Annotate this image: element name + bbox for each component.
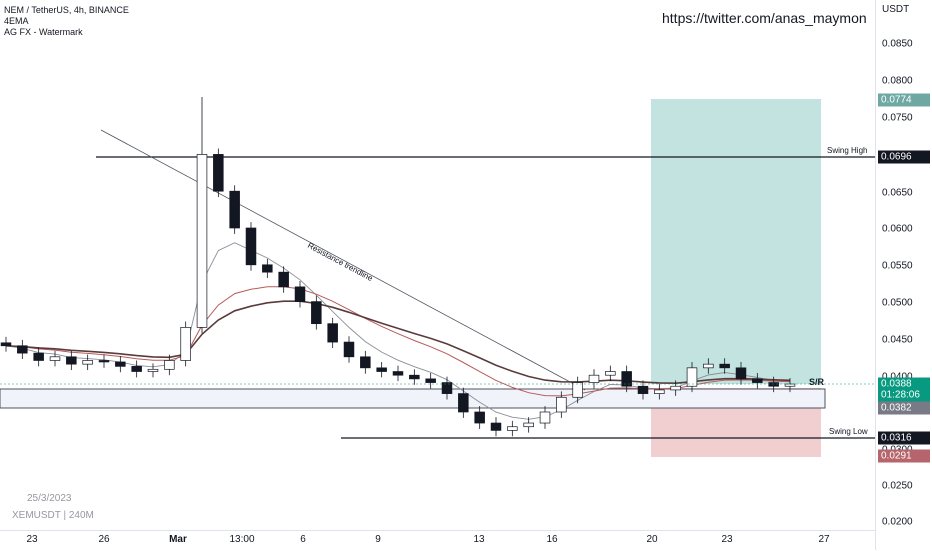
- candle-down: [474, 411, 485, 424]
- candle-up: [180, 327, 191, 361]
- candle-up: [784, 383, 796, 387]
- candle-down: [327, 323, 338, 343]
- time-tick: 20: [646, 534, 658, 545]
- candle-down: [311, 301, 322, 325]
- currency-label: USDT: [882, 4, 910, 15]
- price-tick-hidden: 0.0400: [882, 372, 913, 383]
- time-tick: 6: [300, 534, 306, 545]
- swing-high-label: Swing High: [827, 146, 867, 155]
- candle-down: [278, 271, 289, 288]
- time-tick: 23: [26, 534, 38, 545]
- candle-up: [539, 411, 551, 424]
- resistance-trendline[interactable]: [100, 129, 586, 391]
- price-tick: 0.0450: [882, 334, 913, 346]
- ema-mid-line: [5, 300, 791, 385]
- candle-down: [735, 367, 747, 380]
- target-price-tag: 0.0774: [878, 93, 930, 107]
- chart-legend: NEM / TetherUS, 4h, BINANCE 4EMA AG FX -…: [4, 5, 129, 38]
- time-tick: 13:00: [229, 534, 255, 545]
- candle-up: [605, 371, 616, 376]
- candlesticks: [0, 96, 796, 437]
- price-tick: 0.0800: [882, 75, 913, 87]
- price-tick: 0.0550: [882, 260, 913, 272]
- price-tick: 0.0850: [882, 38, 913, 50]
- swing-high-tag: 0.0696: [878, 150, 930, 164]
- candle-down: [262, 264, 273, 273]
- candle-down: [409, 374, 420, 380]
- candle-down: [768, 382, 779, 387]
- candle-down: [376, 367, 387, 372]
- price-tick: 0.0600: [882, 223, 913, 235]
- candle-down: [229, 190, 240, 229]
- candle-up: [507, 426, 518, 431]
- candle-down: [719, 363, 730, 369]
- candle-up: [164, 360, 175, 370]
- candle-up: [670, 385, 681, 391]
- candle-up: [196, 154, 208, 328]
- candle-down: [392, 371, 404, 376]
- target-zone: [651, 99, 821, 384]
- candle-up: [588, 374, 600, 383]
- price-chart[interactable]: Swing High Swing Low Resistance trendlin…: [0, 0, 875, 530]
- sr-zone: [0, 388, 826, 409]
- indicator-ema[interactable]: 4EMA: [4, 16, 29, 26]
- candle-down: [213, 154, 224, 192]
- candle-down: [245, 227, 257, 266]
- candle-down: [115, 361, 126, 367]
- time-tick: 26: [98, 534, 110, 545]
- candle-up: [523, 422, 534, 428]
- candle-down: [343, 341, 355, 358]
- swing-low-label: Swing Low: [829, 427, 868, 436]
- candle-down: [425, 378, 436, 383]
- candle-up: [147, 368, 159, 372]
- countdown-tag: 01:28:06: [878, 388, 930, 402]
- candle-up: [82, 360, 93, 365]
- watermark-date: 25/3/2023: [27, 493, 72, 504]
- time-tick: 23: [721, 534, 733, 545]
- candle-up: [703, 363, 714, 369]
- candle-down: [458, 393, 469, 413]
- candle-up: [654, 389, 665, 394]
- time-tick: 13: [473, 534, 485, 545]
- price-tick: 0.0650: [882, 187, 913, 199]
- time-tick: Mar: [169, 534, 187, 545]
- candle-down: [490, 422, 502, 431]
- candle-up: [572, 382, 583, 398]
- price-tick: 0.0200: [882, 516, 913, 528]
- time-axis[interactable]: 23 26 Mar 13:00 6 9 13 16 20 23 27: [0, 530, 875, 551]
- candle-down: [66, 356, 77, 365]
- candle-down: [441, 382, 453, 394]
- price-axis[interactable]: USDT 0.0850 0.0800 0.0750 0.0650 0.0600 …: [875, 0, 932, 550]
- swing-low-tag: 0.0316: [878, 431, 930, 445]
- stop-price-tag: 0.0291: [878, 449, 930, 463]
- candle-down: [131, 366, 142, 372]
- price-tick: 0.0500: [882, 297, 913, 309]
- candle-down: [0, 342, 12, 347]
- candle-up: [49, 356, 61, 361]
- price-tick: 0.0250: [882, 480, 913, 492]
- twitter-link[interactable]: https://twitter.com/anas_maymon: [662, 10, 867, 26]
- time-tick: 27: [818, 534, 830, 545]
- candle-down: [621, 371, 632, 387]
- time-tick: 9: [375, 534, 381, 545]
- sr-label: S/R: [809, 377, 825, 387]
- candle-down: [637, 385, 649, 394]
- symbol-line[interactable]: NEM / TetherUS, 4h, BINANCE: [4, 5, 129, 15]
- sr-price-tag: 0.0382: [878, 401, 930, 415]
- candle-up: [556, 396, 567, 413]
- candle-down: [360, 356, 371, 369]
- last-price-tag: 0.0388: [878, 377, 930, 391]
- time-tick: 16: [546, 534, 558, 545]
- price-tick: 0.0750: [882, 112, 913, 124]
- indicator-watermark[interactable]: AG FX - Watermark: [4, 27, 83, 37]
- resistance-label: Resistance trendline: [306, 241, 375, 283]
- candle-down: [294, 286, 306, 302]
- candle-up: [686, 367, 698, 387]
- candle-down: [752, 378, 763, 383]
- candle-down: [17, 345, 28, 354]
- watermark-symbol: XEMUSDT | 240M: [12, 510, 94, 521]
- candle-down: [33, 352, 44, 361]
- candle-down: [98, 360, 110, 363]
